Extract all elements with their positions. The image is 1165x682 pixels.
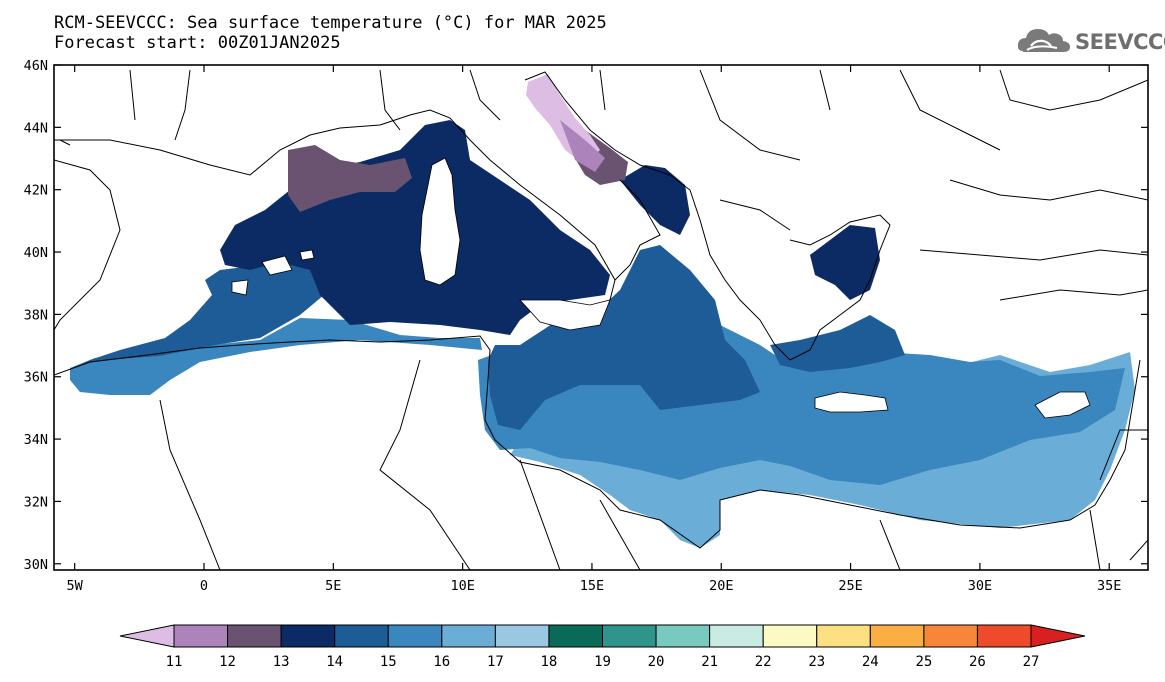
lon-tick-label: 15E	[580, 578, 604, 594]
colorbar-bin	[869, 624, 925, 648]
map-frame	[53, 64, 1149, 571]
colorbar-label: 25	[915, 654, 932, 670]
sst-field	[54, 69, 1148, 570]
colorbar-label: 11	[166, 654, 183, 670]
map-axes: 5W 0 5E 10E 15E 20E 25E 30E 35E 30N 32N 34N 36N 38N 40…	[24, 58, 1148, 594]
colorbar-label: 13	[273, 654, 290, 670]
colorbar-label: 16	[433, 654, 450, 670]
colorbar-bin	[441, 624, 496, 648]
colorbar-label: 22	[755, 654, 772, 670]
colorbar-bin	[976, 624, 1032, 648]
colorbar-bin	[387, 624, 443, 648]
colorbar-lower-extend	[119, 624, 175, 648]
colorbar-bin	[227, 624, 282, 648]
lon-tick-label: 0	[200, 578, 208, 594]
colorbar-upper-extend	[1030, 624, 1086, 648]
lon-tick-label: 35E	[1097, 578, 1121, 594]
lon-tick-label: 20E	[709, 578, 733, 594]
forecast-start-subtitle: Forecast start: 00Z01JAN2025	[54, 33, 341, 53]
colorbar-label: 23	[808, 654, 825, 670]
lat-tick-label: 44N	[24, 120, 48, 136]
lat-tick-label: 34N	[24, 432, 48, 448]
colorbar-label: 17	[487, 654, 504, 670]
colorbar-bin	[334, 624, 389, 648]
map-title: RCM-SEEVCCC: Sea surface temperature (°C…	[54, 13, 607, 33]
lat-tick-label: 30N	[24, 557, 48, 573]
crete	[814, 391, 889, 413]
lon-tick-label: 10E	[450, 578, 474, 594]
sst-12-13-region	[288, 130, 628, 212]
sst-14-15-region	[72, 245, 905, 430]
colorbar-label: 14	[326, 654, 343, 670]
colorbar-bin	[494, 624, 550, 648]
balearic-islands	[231, 249, 315, 296]
colorbar-label: 20	[648, 654, 665, 670]
coastlines	[54, 69, 1148, 570]
lon-tick-label: 5W	[67, 578, 84, 594]
colorbar-label: 18	[541, 654, 558, 670]
colorbar-bin	[816, 624, 871, 648]
colorbar-bin	[602, 624, 657, 648]
colorbar-bin	[173, 624, 229, 648]
colorbar-bin	[709, 624, 764, 648]
colorbar-bin	[280, 624, 336, 648]
cloud-icon	[1017, 29, 1070, 52]
colorbar-label: 19	[594, 654, 611, 670]
colorbar: 11 12 13 14 15 16 17 18 19 20 21 22 23 24 25 26 27	[119, 624, 1086, 670]
colorbar-label: 15	[380, 654, 397, 670]
lat-tick-label: 36N	[24, 370, 48, 386]
lat-tick-label: 38N	[24, 307, 48, 323]
corsica-sardinia	[419, 157, 461, 286]
lon-tick-label: 5E	[325, 578, 341, 594]
lon-tick-label: 25E	[838, 578, 862, 594]
lat-tick-label: 46N	[24, 58, 48, 74]
colorbar-bin	[923, 624, 978, 648]
colorbar-bin	[655, 624, 711, 648]
colorbar-label: 24	[862, 654, 879, 670]
colorbar-label: 27	[1023, 654, 1040, 670]
sicily	[519, 299, 611, 331]
colorbar-label: 21	[701, 654, 718, 670]
colorbar-label: 26	[969, 654, 986, 670]
cyprus	[1034, 391, 1091, 419]
lat-tick-label: 32N	[24, 494, 48, 510]
lat-tick-label: 40N	[24, 245, 48, 261]
logo-text: SEEVCCC	[1075, 30, 1165, 54]
sst-11-12-inner	[560, 120, 605, 172]
colorbar-bin	[762, 624, 818, 648]
colorbar-bin	[548, 624, 603, 648]
colorbar-label: 12	[219, 654, 236, 670]
seevccc-logo: SEEVCCC	[1017, 24, 1165, 60]
lon-tick-label: 30E	[968, 578, 992, 594]
lat-tick-label: 42N	[24, 183, 48, 199]
